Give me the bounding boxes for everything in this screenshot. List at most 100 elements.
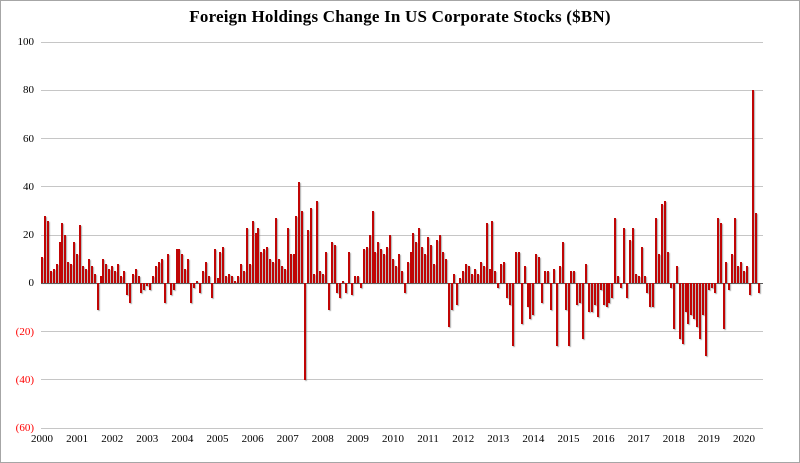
- bar: [491, 220, 494, 284]
- bar: [166, 254, 169, 284]
- bar: [301, 210, 304, 284]
- bar: [190, 283, 193, 303]
- bar: [421, 247, 424, 284]
- bar: [400, 271, 403, 284]
- bar: [371, 210, 374, 284]
- gridline: [41, 379, 763, 381]
- bar: [61, 222, 64, 284]
- bar: [193, 283, 196, 289]
- bar: [389, 235, 392, 284]
- bar: [509, 283, 511, 305]
- bar: [564, 283, 567, 310]
- bar: [228, 273, 231, 284]
- bar: [748, 283, 751, 296]
- bar: [73, 242, 76, 284]
- bar: [175, 249, 178, 284]
- chart-title: Foreign Holdings Change In US Corporate …: [189, 7, 611, 26]
- bar: [266, 247, 269, 284]
- bar: [702, 283, 705, 315]
- bar: [517, 251, 520, 284]
- bar: [272, 261, 275, 284]
- bar: [201, 271, 204, 284]
- bar: [181, 254, 184, 284]
- bar: [76, 254, 79, 284]
- bar: [684, 283, 687, 313]
- bar: [318, 271, 321, 284]
- bar: [549, 283, 552, 310]
- bar: [593, 283, 596, 305]
- bar: [93, 273, 96, 284]
- bar: [570, 271, 573, 284]
- bar: [198, 283, 201, 293]
- gridline: [41, 186, 763, 188]
- bar: [64, 235, 67, 284]
- bar: [687, 283, 690, 325]
- bar: [377, 242, 380, 284]
- bar: [225, 276, 228, 284]
- bar: [140, 283, 143, 293]
- x-axis-tick-label: 2005: [206, 433, 229, 445]
- bar: [122, 271, 125, 284]
- bar: [289, 254, 292, 284]
- bar: [441, 251, 444, 284]
- bar: [585, 263, 588, 284]
- gridline: [41, 234, 763, 236]
- bar: [216, 278, 219, 284]
- bar: [342, 280, 345, 284]
- bar: [362, 249, 365, 284]
- bar: [497, 283, 500, 289]
- bar: [231, 276, 234, 284]
- bar: [602, 283, 605, 305]
- bar: [131, 273, 134, 284]
- bar: [503, 261, 506, 284]
- bar: [275, 218, 277, 284]
- bar: [704, 283, 707, 356]
- bar: [351, 283, 354, 296]
- bar: [523, 266, 526, 284]
- bar: [310, 208, 313, 284]
- bar: [365, 247, 368, 284]
- bar: [146, 283, 149, 286]
- bar: [90, 266, 93, 284]
- y-axis-tick-label: (60): [15, 422, 34, 434]
- bar: [678, 283, 681, 339]
- bar: [707, 283, 710, 291]
- bar: [649, 283, 652, 308]
- bar: [307, 230, 310, 284]
- zero-axis-line: [41, 282, 763, 284]
- bar: [526, 283, 529, 308]
- bar: [494, 271, 497, 284]
- x-axis-tick-label: 2015: [557, 433, 580, 445]
- bar: [690, 283, 693, 315]
- bar: [681, 283, 684, 344]
- bar: [254, 232, 257, 284]
- bar: [661, 203, 664, 284]
- bar: [315, 201, 318, 284]
- bar: [664, 201, 667, 284]
- bar: [716, 218, 719, 284]
- bar: [719, 222, 722, 284]
- bar: [628, 239, 631, 284]
- bar: [248, 263, 251, 284]
- bar: [403, 283, 406, 293]
- x-axis-tick-label: 2004: [171, 433, 194, 445]
- bar: [111, 266, 114, 284]
- bar: [587, 283, 590, 313]
- bar: [462, 271, 465, 284]
- bar: [424, 254, 427, 284]
- y-axis-tick-label: 60: [23, 132, 34, 145]
- bar: [617, 276, 620, 284]
- bar: [485, 222, 488, 284]
- bar: [353, 276, 356, 284]
- bar: [432, 263, 435, 284]
- bar: [544, 271, 547, 284]
- x-axis-tick-label: 2009: [346, 433, 369, 445]
- bar: [579, 283, 582, 303]
- bar: [409, 251, 412, 284]
- bar: [219, 251, 222, 284]
- bar: [172, 283, 175, 291]
- bar: [397, 254, 400, 284]
- bar: [538, 256, 541, 284]
- bar: [567, 283, 570, 346]
